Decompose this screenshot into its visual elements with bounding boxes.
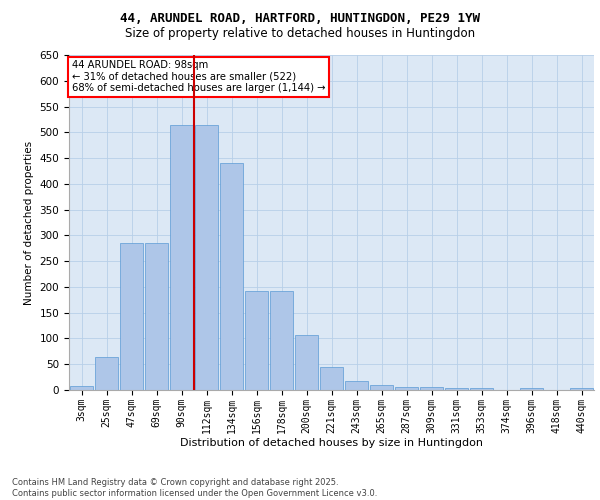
Bar xyxy=(320,367,343,390)
Bar xyxy=(220,163,244,390)
Bar xyxy=(445,388,469,390)
Bar xyxy=(145,243,169,390)
Bar xyxy=(370,385,394,390)
Text: Contains HM Land Registry data © Crown copyright and database right 2025.
Contai: Contains HM Land Registry data © Crown c… xyxy=(12,478,377,498)
X-axis label: Distribution of detached houses by size in Huntingdon: Distribution of detached houses by size … xyxy=(180,438,483,448)
Bar xyxy=(395,388,418,390)
Bar xyxy=(569,388,593,390)
Bar xyxy=(295,335,319,390)
Bar xyxy=(170,124,193,390)
Bar xyxy=(245,290,268,390)
Bar xyxy=(419,388,443,390)
Bar xyxy=(344,381,368,390)
Bar xyxy=(269,290,293,390)
Bar xyxy=(95,356,118,390)
Bar xyxy=(119,243,143,390)
Bar xyxy=(470,388,493,390)
Text: 44 ARUNDEL ROAD: 98sqm
← 31% of detached houses are smaller (522)
68% of semi-de: 44 ARUNDEL ROAD: 98sqm ← 31% of detached… xyxy=(71,60,325,93)
Text: Size of property relative to detached houses in Huntingdon: Size of property relative to detached ho… xyxy=(125,28,475,40)
Y-axis label: Number of detached properties: Number of detached properties xyxy=(24,140,34,304)
Bar xyxy=(194,124,218,390)
Bar xyxy=(70,386,94,390)
Text: 44, ARUNDEL ROAD, HARTFORD, HUNTINGDON, PE29 1YW: 44, ARUNDEL ROAD, HARTFORD, HUNTINGDON, … xyxy=(120,12,480,26)
Bar xyxy=(520,388,544,390)
